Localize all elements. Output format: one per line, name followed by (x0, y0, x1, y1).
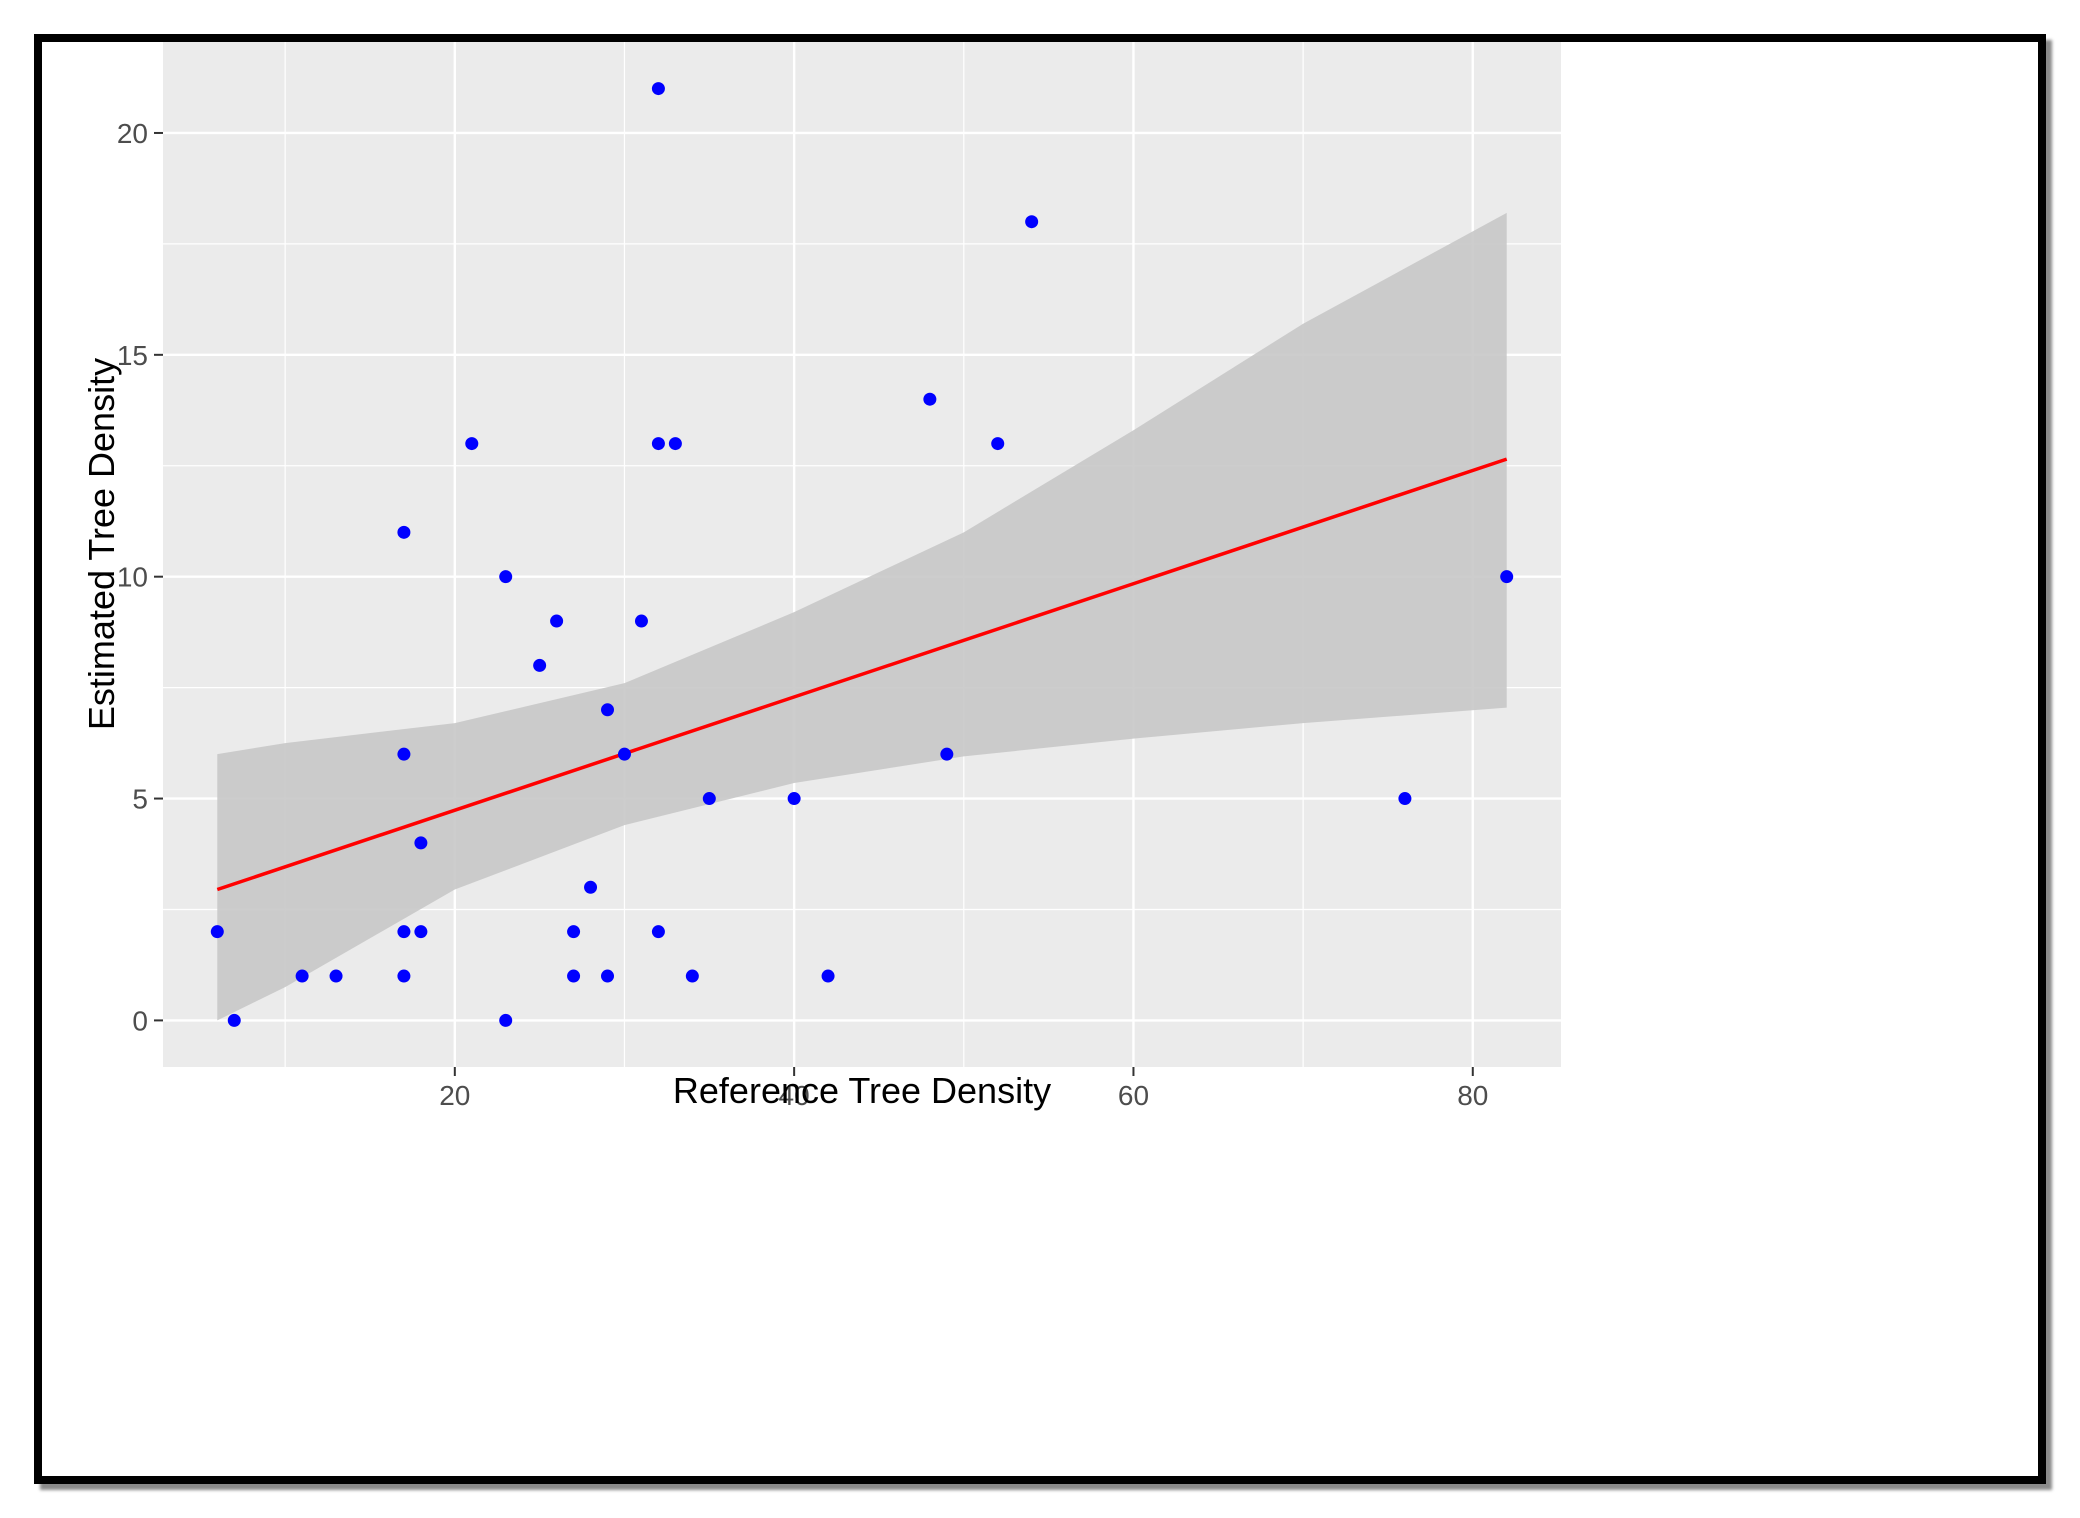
y-tick-label: 5 (132, 784, 148, 815)
data-point (940, 747, 954, 761)
data-point (533, 658, 547, 672)
data-point (991, 437, 1005, 451)
data-points (210, 82, 1514, 1027)
data-point (584, 880, 598, 894)
y-tick-label: 0 (132, 1005, 148, 1036)
regression-line (216, 457, 1508, 892)
data-point (397, 969, 411, 983)
data-point (567, 925, 581, 939)
data-point (702, 792, 716, 806)
data-point (567, 969, 581, 983)
data-point (651, 925, 665, 939)
data-point (397, 925, 411, 939)
data-point (1025, 215, 1039, 229)
axes: 0 5 10 15 20 20 40 60 80 (117, 118, 1489, 1111)
y-axis-title: Estimated Tree Density (81, 358, 122, 730)
x-tick-label: 40 (779, 1080, 810, 1111)
data-point (1398, 792, 1412, 806)
chart-frame: 0 5 10 15 20 20 40 60 80 Reference Tree Density … (34, 34, 2046, 1484)
y-tick-label: 15 (117, 340, 148, 371)
data-point (651, 437, 665, 451)
data-point (821, 969, 835, 983)
data-point (397, 747, 411, 761)
data-point (329, 969, 343, 983)
data-point (414, 836, 428, 850)
y-tick-label: 10 (117, 562, 148, 593)
data-point (634, 614, 648, 628)
x-tick-label: 80 (1457, 1080, 1488, 1111)
x-axis-title: Reference Tree Density (673, 1070, 1051, 1111)
data-point (787, 792, 801, 806)
data-point (685, 969, 699, 983)
data-point (397, 525, 411, 539)
data-point (668, 437, 682, 451)
x-tick-label: 20 (439, 1080, 470, 1111)
data-point (617, 747, 631, 761)
data-point (601, 969, 615, 983)
confidence-band (217, 212, 1507, 1021)
data-point (923, 392, 937, 406)
data-point (601, 703, 615, 717)
data-point (1500, 570, 1514, 584)
data-point (227, 1013, 241, 1027)
data-point (210, 925, 224, 939)
data-point (499, 570, 513, 584)
data-point (414, 925, 428, 939)
data-point (465, 437, 479, 451)
data-point (550, 614, 564, 628)
data-point (295, 969, 309, 983)
y-tick-label: 20 (117, 118, 148, 149)
data-point (651, 82, 665, 96)
x-tick-label: 60 (1118, 1080, 1149, 1111)
data-point (499, 1013, 513, 1027)
